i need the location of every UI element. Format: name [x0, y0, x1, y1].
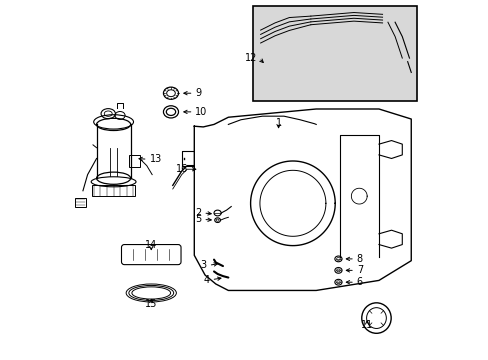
Text: 10: 10 [195, 107, 207, 117]
Text: 16: 16 [176, 164, 188, 174]
Text: 12: 12 [244, 53, 257, 63]
Text: 11: 11 [360, 320, 372, 330]
Text: 6: 6 [356, 277, 362, 287]
Text: 2: 2 [195, 208, 201, 218]
Text: 7: 7 [356, 265, 362, 275]
Text: 1: 1 [275, 118, 281, 128]
Text: 8: 8 [356, 254, 362, 264]
Text: 5: 5 [195, 215, 201, 224]
Text: 15: 15 [145, 299, 157, 309]
Text: 14: 14 [145, 240, 157, 250]
Bar [75, 198, 85, 207]
Bar [92, 185, 135, 196]
Bar [128, 155, 139, 167]
Text: 4: 4 [203, 275, 209, 285]
Text: 9: 9 [195, 88, 201, 98]
Text: 13: 13 [149, 154, 162, 164]
Text: 3: 3 [200, 260, 206, 270]
Bar [253, 6, 416, 101]
